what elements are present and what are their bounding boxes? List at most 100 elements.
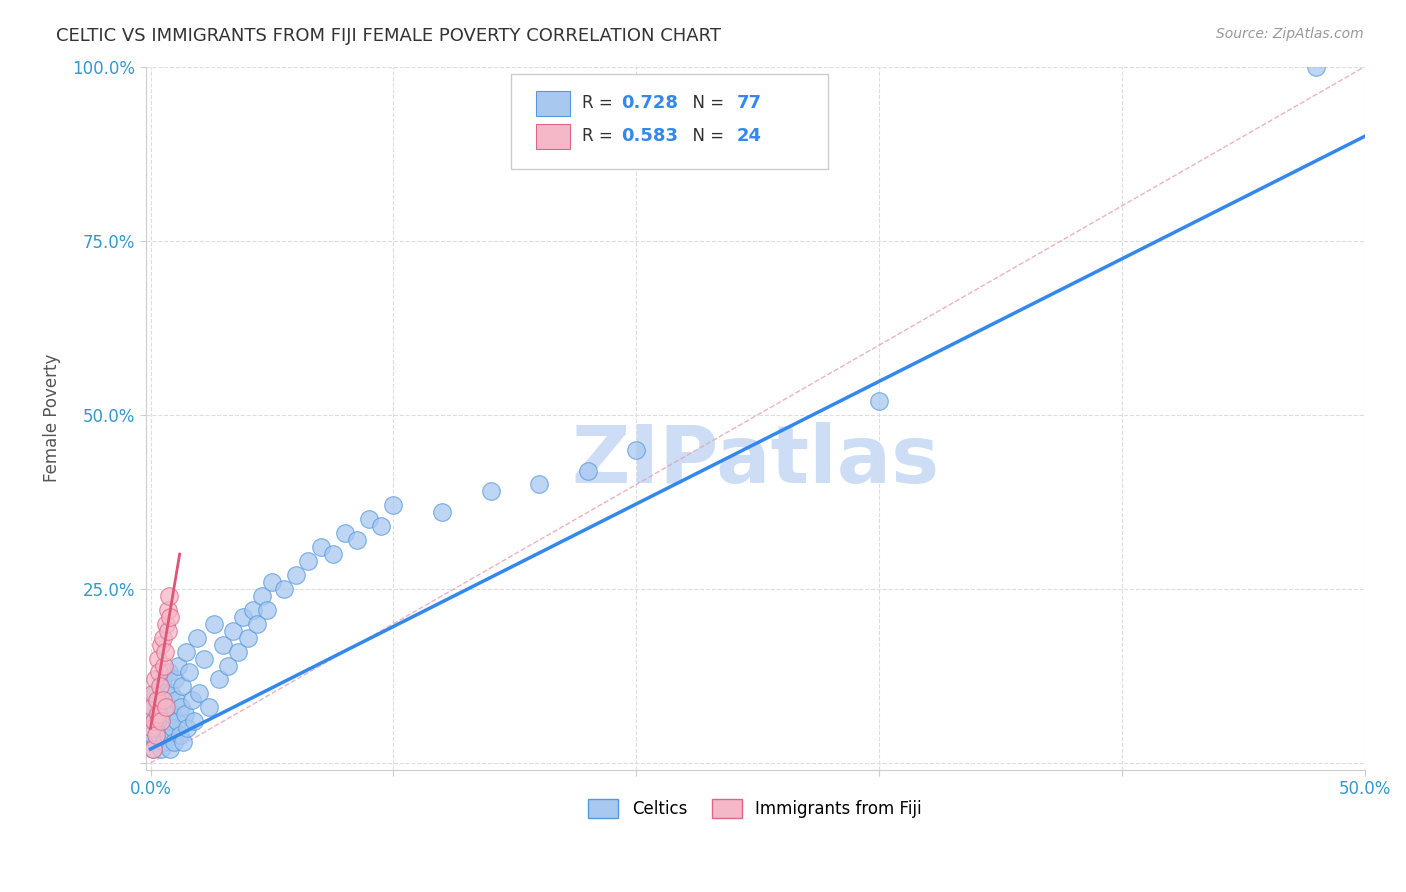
Point — [252, 589, 274, 603]
Point — [162, 735, 184, 749]
Point — [576, 464, 599, 478]
Point — [236, 631, 259, 645]
Point — [155, 721, 177, 735]
Point — [143, 714, 166, 729]
Point — [156, 700, 179, 714]
Text: 0.728: 0.728 — [621, 95, 678, 112]
Point — [479, 484, 502, 499]
Point — [322, 547, 344, 561]
Text: CELTIC VS IMMIGRANTS FROM FIJI FEMALE POVERTY CORRELATION CHART: CELTIC VS IMMIGRANTS FROM FIJI FEMALE PO… — [56, 27, 721, 45]
Point — [176, 721, 198, 735]
Point — [157, 665, 180, 680]
Point — [156, 728, 179, 742]
Point — [186, 631, 208, 645]
Point — [149, 742, 172, 756]
Point — [150, 714, 173, 729]
Point — [141, 728, 163, 742]
Point — [162, 707, 184, 722]
Point — [141, 721, 163, 735]
Text: R =: R = — [582, 128, 619, 145]
Point — [183, 714, 205, 729]
Text: R =: R = — [582, 95, 619, 112]
Point — [285, 568, 308, 582]
Point — [155, 707, 177, 722]
Point — [297, 554, 319, 568]
Point — [153, 644, 176, 658]
Point — [142, 742, 165, 756]
Point — [152, 631, 174, 645]
Point — [143, 673, 166, 687]
Point — [169, 728, 191, 742]
Point — [188, 686, 211, 700]
Point — [273, 582, 295, 596]
Point — [256, 603, 278, 617]
Point — [146, 651, 169, 665]
Point — [198, 700, 221, 714]
Point — [146, 693, 169, 707]
Point — [153, 686, 176, 700]
Point — [174, 644, 197, 658]
Point — [527, 477, 550, 491]
Point — [346, 533, 368, 548]
Point — [149, 680, 172, 694]
Text: 0.583: 0.583 — [621, 128, 678, 145]
Point — [142, 742, 165, 756]
Point — [149, 680, 172, 694]
FancyBboxPatch shape — [512, 74, 828, 169]
Point — [159, 742, 181, 756]
Point — [162, 721, 184, 735]
Point — [370, 519, 392, 533]
Legend: Celtics, Immigrants from Fiji: Celtics, Immigrants from Fiji — [582, 792, 929, 825]
Point — [153, 735, 176, 749]
Point — [212, 638, 235, 652]
Point — [155, 700, 177, 714]
Point — [242, 603, 264, 617]
Point — [207, 673, 229, 687]
Point — [170, 700, 193, 714]
Point — [155, 616, 177, 631]
Point — [1305, 60, 1327, 74]
Point — [309, 540, 332, 554]
Text: 24: 24 — [737, 128, 762, 145]
Point — [152, 673, 174, 687]
Text: N =: N = — [682, 128, 730, 145]
Point — [152, 714, 174, 729]
Point — [180, 693, 202, 707]
Point — [143, 686, 166, 700]
FancyBboxPatch shape — [536, 90, 569, 116]
Point — [217, 658, 239, 673]
Point — [148, 728, 170, 742]
Point — [172, 680, 194, 694]
Point — [142, 686, 165, 700]
Point — [202, 616, 225, 631]
Point — [141, 700, 163, 714]
Point — [159, 609, 181, 624]
Point — [246, 616, 269, 631]
Point — [156, 624, 179, 638]
Point — [143, 714, 166, 729]
Point — [260, 574, 283, 589]
Point — [160, 686, 183, 700]
Point — [141, 721, 163, 735]
Text: ZIPatlas: ZIPatlas — [571, 422, 939, 500]
Point — [232, 609, 254, 624]
Point — [193, 651, 215, 665]
Point — [142, 700, 165, 714]
Point — [145, 728, 167, 742]
Y-axis label: Female Poverty: Female Poverty — [44, 354, 60, 483]
Point — [179, 665, 201, 680]
Point — [172, 735, 194, 749]
Text: N =: N = — [682, 95, 730, 112]
Point — [156, 603, 179, 617]
Point — [145, 707, 167, 722]
Point — [157, 589, 180, 603]
Point — [150, 700, 173, 714]
Point — [626, 442, 648, 457]
Point — [167, 658, 190, 673]
Point — [145, 735, 167, 749]
Point — [226, 644, 249, 658]
Point — [430, 505, 453, 519]
Point — [222, 624, 245, 638]
Point — [165, 693, 187, 707]
FancyBboxPatch shape — [536, 124, 569, 149]
